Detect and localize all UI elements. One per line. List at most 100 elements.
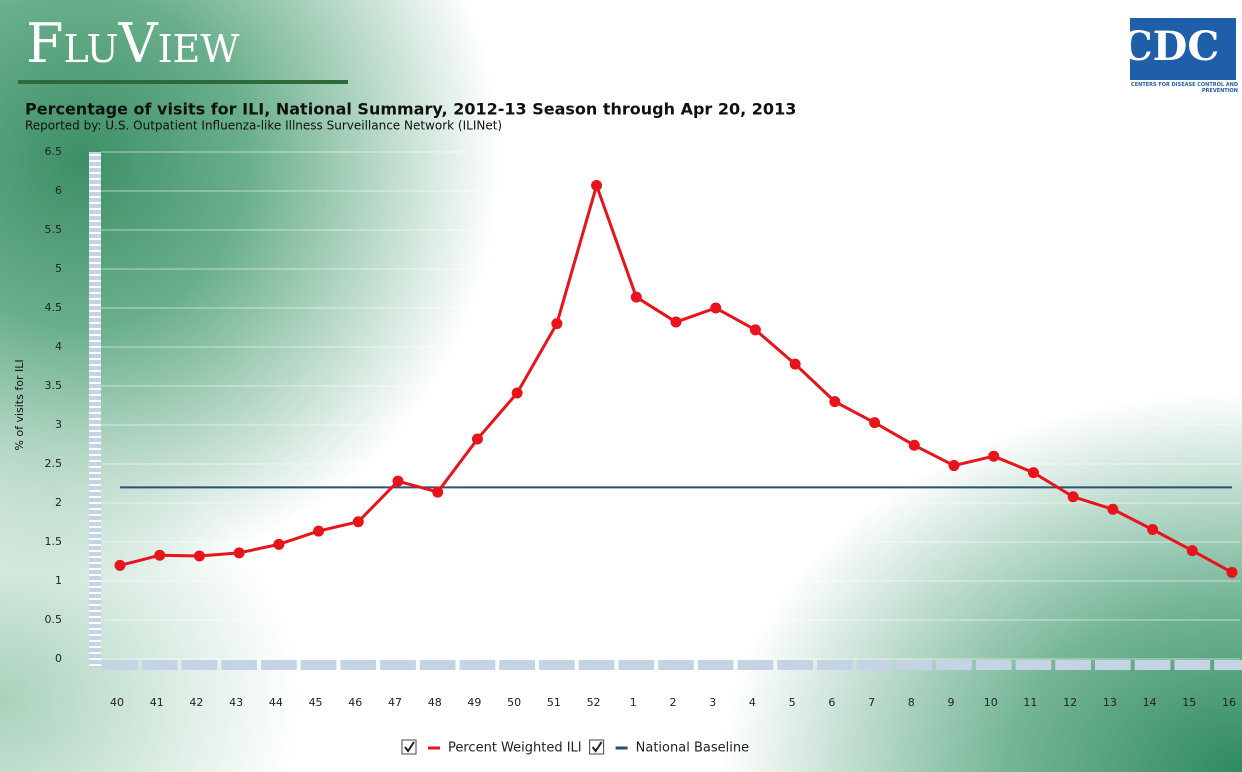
chart-subtitle: Reported by: U.S. Outpatient Influenza-l… — [25, 119, 502, 133]
y-tick-label: 1.5 — [45, 535, 63, 548]
y-tick-label: 4.5 — [45, 301, 63, 314]
data-point — [1107, 503, 1119, 515]
legend-item[interactable]: National Baseline — [589, 739, 749, 756]
data-point — [273, 538, 285, 550]
x-axis-segment — [578, 660, 615, 670]
chart-title: Percentage of visits for ILI, National S… — [25, 100, 796, 119]
x-axis-segment — [936, 660, 972, 670]
x-tick-label: 8 — [908, 696, 915, 709]
x-tick-label: 6 — [828, 696, 835, 709]
cdc-logo — [1130, 18, 1236, 80]
data-point — [193, 550, 205, 562]
data-point — [233, 547, 245, 559]
y-axis-label: % of visits for ILI — [13, 359, 26, 450]
cdc-text: CDC — [1121, 23, 1219, 70]
x-axis-segment — [102, 660, 138, 670]
data-point — [591, 180, 603, 192]
x-axis-segment — [300, 660, 337, 670]
data-point — [1226, 566, 1238, 578]
data-point — [551, 318, 563, 330]
data-point — [511, 387, 523, 399]
x-tick-label: 2 — [670, 696, 677, 709]
data-point — [948, 460, 960, 472]
x-tick-label: 1 — [630, 696, 637, 709]
x-tick-label: 52 — [587, 696, 601, 709]
y-tick-label: 0.5 — [45, 613, 63, 626]
x-axis-segment — [380, 660, 416, 670]
x-axis-segment — [499, 660, 535, 670]
legend-label: National Baseline — [636, 741, 749, 756]
x-tick-label: 50 — [507, 696, 521, 709]
x-axis-segment — [817, 660, 853, 670]
y-tick-label: 2.5 — [45, 457, 63, 470]
logo: FluView — [26, 12, 239, 75]
y-tick-label: 6 — [55, 184, 62, 197]
x-tick-label: 43 — [229, 696, 243, 709]
data-point — [154, 549, 166, 561]
data-point — [829, 396, 841, 408]
y-tick-label: 6.5 — [45, 145, 63, 158]
data-point — [471, 433, 483, 445]
data-point — [1067, 491, 1079, 503]
x-axis-segment — [539, 660, 575, 670]
x-tick-label: 11 — [1023, 696, 1037, 709]
x-axis-segment — [261, 660, 297, 670]
legend-item[interactable]: Percent Weighted ILI — [401, 739, 582, 756]
x-tick-label: 41 — [150, 696, 164, 709]
x-tick-label: 5 — [789, 696, 796, 709]
x-axis-segment — [658, 660, 694, 670]
x-tick-label: 16 — [1222, 696, 1236, 709]
x-axis-segment — [221, 660, 257, 670]
x-tick-label: 44 — [269, 696, 283, 709]
y-axis-bar — [89, 152, 101, 668]
x-axis-segment — [896, 660, 933, 670]
x-tick-label: 4 — [749, 696, 756, 709]
x-tick-label: 3 — [709, 696, 716, 709]
data-point — [869, 417, 881, 429]
data-point — [352, 516, 364, 528]
data-point — [710, 302, 722, 314]
legend-label: Percent Weighted ILI — [448, 741, 582, 756]
x-axis-segment — [1095, 660, 1131, 670]
y-tick-label: 2 — [55, 496, 62, 509]
data-point — [432, 486, 444, 498]
x-tick-label: 10 — [984, 696, 998, 709]
y-tick-label: 5 — [55, 262, 62, 275]
x-tick-label: 15 — [1182, 696, 1196, 709]
y-tick-label: 3.5 — [45, 379, 63, 392]
x-tick-label: 46 — [348, 696, 362, 709]
x-axis-segment — [618, 660, 655, 670]
data-point — [908, 439, 920, 451]
legend-check — [404, 741, 415, 753]
data-point — [1147, 524, 1159, 536]
x-axis-segment — [1214, 660, 1242, 670]
x-axis-segment — [1015, 660, 1052, 670]
x-axis-segment — [459, 660, 496, 670]
data-point — [313, 525, 325, 537]
x-axis-segment — [737, 660, 774, 670]
logo-underline — [18, 80, 348, 84]
y-tick-label: 0 — [55, 652, 62, 665]
x-tick-label: 7 — [868, 696, 875, 709]
x-tick-label: 48 — [428, 696, 442, 709]
y-tick-label: 1 — [55, 574, 62, 587]
cdc-sub-wrap: CENTERS FOR DISEASE CONTROL AND PREVENTI… — [1131, 82, 1238, 94]
x-axis-segment — [340, 660, 377, 670]
data-point — [749, 324, 761, 336]
x-axis-segment — [697, 660, 734, 670]
x-tick-label: 42 — [189, 696, 203, 709]
x-tick-label: 9 — [948, 696, 955, 709]
x-tick-label: 49 — [467, 696, 481, 709]
data-point — [630, 291, 642, 303]
data-point — [1027, 467, 1039, 479]
cdc-sub: CENTERS FOR DISEASE CONTROL AND PREVENTI… — [1131, 82, 1238, 94]
x-axis-segment — [1055, 660, 1091, 670]
data-point — [670, 316, 682, 328]
y-tick-label: 5.5 — [45, 223, 63, 236]
x-tick-label: 45 — [309, 696, 323, 709]
series-line — [119, 180, 1233, 574]
data-point — [114, 559, 126, 571]
x-axis-segment — [1174, 660, 1211, 670]
